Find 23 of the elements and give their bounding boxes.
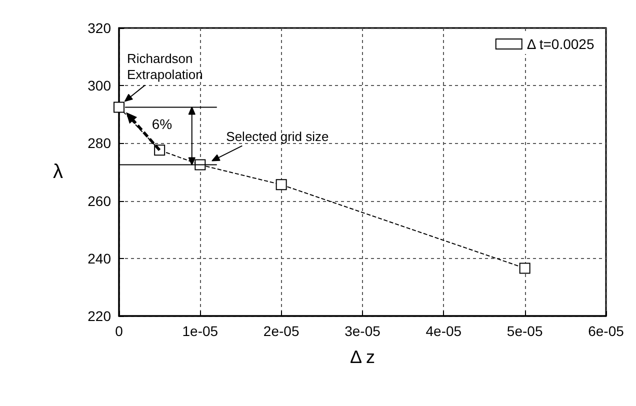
x-tick-label: 5e-05 (506, 323, 543, 339)
point (194, 159, 206, 170)
x-tick-label: 1e-05 (182, 323, 218, 339)
x-tick-label: 3e-05 (344, 323, 381, 339)
legend-label: Δ t=0.0025 (526, 36, 594, 52)
x-tick-label: 6e-05 (588, 323, 624, 339)
x-tick-label: 2e-05 (263, 323, 300, 339)
y-tick-label: 260 (88, 192, 112, 209)
x-axis-title: Δ z (350, 347, 376, 367)
y-tick-label: 280 (88, 135, 112, 152)
y-tick-label: 320 (88, 20, 112, 36)
annotation: Selected grid size (226, 128, 329, 144)
y-tick-label: 300 (88, 78, 112, 94)
annotation: 6% (152, 116, 172, 132)
annotation: Richardson Extrapolation (127, 51, 203, 82)
point (276, 179, 287, 190)
y-axis-title: λ (53, 161, 63, 183)
x-tick-label: 4e-05 (426, 323, 462, 339)
point (519, 262, 530, 274)
x-tick-label: 0 (115, 323, 124, 339)
y-tick-label: 240 (88, 250, 112, 266)
y-tick-label: 220 (88, 308, 112, 324)
point (114, 102, 124, 113)
